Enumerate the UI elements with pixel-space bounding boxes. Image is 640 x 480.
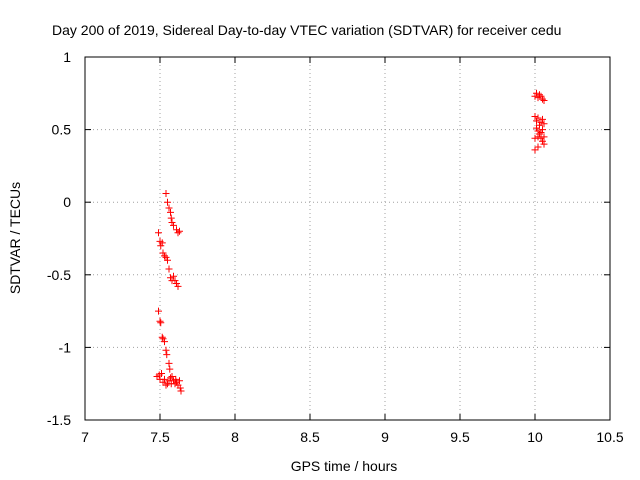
y-tick-labels: -1.5 -1 -0.5 0 0.5 1	[47, 49, 71, 428]
y-tick-label: 0	[63, 194, 71, 210]
data-point-plus	[158, 333, 166, 341]
data-point-plus	[174, 282, 182, 290]
data-point-plus	[170, 221, 177, 229]
x-tick-label: 7.5	[150, 429, 170, 445]
data-point-plus	[540, 97, 548, 105]
data-point-plus	[166, 365, 174, 373]
data-point-plus	[170, 272, 177, 280]
data-point-plus	[172, 375, 180, 383]
data-point-plus	[177, 387, 185, 395]
plot-frame	[84, 56, 611, 421]
data-point-plus	[176, 227, 183, 235]
data-point-plus	[156, 317, 164, 325]
chart-title: Day 200 of 2019, Sidereal Day-to-day VTE…	[52, 22, 561, 38]
y-axis-label: SDTVAR / TECUs	[7, 182, 23, 294]
data-point-plus	[159, 378, 167, 386]
data-point-plus	[176, 377, 183, 385]
data-point-plus	[533, 117, 540, 125]
data-point-plus	[531, 113, 539, 121]
data-point-plus	[539, 126, 546, 134]
y-tick-label: -1	[59, 339, 72, 355]
data-point-plus	[162, 253, 170, 261]
y-tick-label: -0.5	[47, 267, 71, 283]
data-point-plus	[174, 229, 182, 237]
x-tick-labels: 7 7.5 8 8.5 9 9.5 10 10.5	[81, 429, 624, 445]
data-point-plus	[161, 338, 168, 346]
x-tick-label: 9.5	[450, 429, 470, 445]
data-point-plus	[533, 124, 540, 132]
data-point-plus	[162, 381, 170, 389]
data-points	[153, 89, 548, 395]
data-point-plus	[536, 130, 543, 138]
data-point-plus	[165, 359, 173, 367]
y-tick-label: -1.5	[47, 412, 71, 428]
data-point-plus	[537, 92, 545, 100]
data-point-plus	[540, 140, 548, 148]
data-point-plus	[157, 242, 165, 250]
x-tick-label: 7	[81, 429, 89, 445]
tick-layer	[84, 56, 611, 421]
data-point-plus	[165, 265, 173, 273]
data-point-plus	[162, 346, 170, 354]
x-tick-label: 10	[527, 429, 543, 445]
x-tick-label: 9	[381, 429, 389, 445]
data-point-plus	[176, 384, 184, 392]
data-point-plus	[536, 121, 543, 129]
grid-layer	[85, 57, 610, 420]
data-point-plus	[540, 133, 548, 141]
data-point-plus	[161, 375, 168, 383]
data-point-plus	[155, 229, 162, 237]
data-point-plus	[164, 256, 171, 264]
data-point-plus	[167, 374, 174, 382]
data-point-plus	[534, 94, 542, 102]
y-tick-label: 1	[63, 49, 71, 65]
data-point-plus	[165, 204, 173, 212]
data-point-plus	[157, 319, 165, 327]
data-point-plus	[173, 280, 180, 288]
data-point-plus	[534, 114, 542, 122]
data-point-plus	[159, 335, 167, 343]
data-point-plus	[536, 91, 543, 99]
data-point-plus	[168, 219, 176, 227]
data-point-plus	[155, 307, 162, 315]
x-tick-label: 8	[231, 429, 239, 445]
data-point-plus	[173, 226, 180, 234]
data-point-plus	[537, 134, 545, 142]
data-point-plus	[534, 143, 542, 151]
data-point-plus	[158, 370, 165, 378]
data-point-plus	[539, 115, 546, 123]
data-point-plus	[168, 372, 176, 380]
data-point-plus	[167, 214, 175, 222]
y-tick-label: 0.5	[52, 122, 72, 138]
data-point-plus	[161, 252, 168, 260]
data-point-plus	[533, 89, 540, 97]
x-tick-label: 10.5	[596, 429, 623, 445]
data-point-plus	[158, 239, 166, 247]
data-point-plus	[173, 378, 180, 386]
data-point-plus	[164, 198, 171, 206]
x-tick-label: 8.5	[300, 429, 320, 445]
data-point-plus	[534, 133, 542, 141]
data-point-plus	[171, 380, 179, 388]
data-point-plus	[163, 351, 171, 359]
data-point-plus	[537, 118, 545, 126]
data-point-plus	[171, 277, 179, 285]
data-point-plus	[162, 189, 170, 197]
data-point-plus	[167, 274, 174, 282]
data-point-plus	[167, 208, 174, 216]
data-point-plus	[159, 249, 167, 257]
data-point-plus	[539, 137, 546, 145]
data-point-plus	[531, 134, 539, 142]
data-point-plus	[531, 146, 539, 154]
x-axis-label: GPS time / hours	[291, 458, 398, 474]
data-point-plus	[531, 92, 539, 100]
data-point-plus	[539, 95, 546, 103]
data-point-plus	[540, 120, 548, 128]
